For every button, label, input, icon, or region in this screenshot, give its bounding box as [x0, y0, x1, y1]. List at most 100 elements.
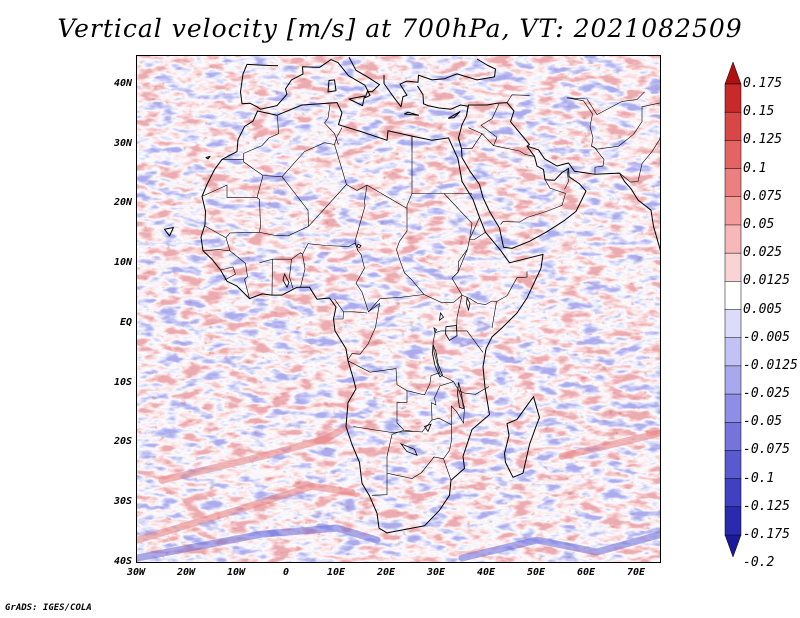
colorbar-swatch — [724, 393, 742, 423]
lon-label: 30E — [426, 567, 446, 578]
lon-label: 10E — [326, 567, 346, 578]
border-line — [308, 184, 347, 227]
colorbar-label: -0.1 — [743, 470, 775, 486]
colorbar-label: -0.025 — [743, 386, 790, 402]
island-coast — [348, 95, 365, 107]
lat-label: EQ — [119, 316, 132, 328]
colorbar-swatch — [724, 337, 742, 367]
lat-label: 30N — [113, 137, 132, 149]
colorbar-swatch — [724, 534, 742, 557]
border-line — [307, 242, 359, 251]
chart-title: Vertical velocity [m/s] at 700hPa, VT: 2… — [57, 14, 743, 43]
border-line — [347, 360, 414, 432]
lake-outline — [399, 442, 418, 456]
colorbar-label: -0.075 — [743, 442, 790, 458]
border-line — [543, 169, 546, 180]
colorbar-label: 0.005 — [743, 301, 783, 317]
colorbar-label: -0.2 — [743, 555, 775, 571]
border-line — [204, 225, 227, 238]
border-line — [412, 417, 452, 459]
balkan-coast — [383, 74, 433, 108]
colorbar-label: 0.05 — [743, 216, 775, 232]
lat-label: 30S — [113, 496, 132, 508]
country-borders — [201, 91, 660, 496]
colorbar-swatch — [724, 506, 742, 536]
border-line — [352, 426, 414, 433]
island-coast — [164, 227, 174, 237]
border-line — [406, 372, 455, 421]
border-line — [334, 299, 368, 314]
colorbar-label: 0.025 — [743, 245, 783, 261]
border-line — [458, 386, 490, 395]
colorbar-swatch — [724, 168, 742, 198]
island-coast — [404, 111, 419, 116]
colorbar-label: -0.05 — [743, 414, 783, 430]
colorbar — [724, 62, 742, 557]
colorbar-label: 0.15 — [743, 104, 775, 120]
lon-label: 70E — [626, 567, 646, 578]
border-line — [456, 330, 484, 353]
island-coast — [327, 79, 337, 93]
lat-label: 40S — [113, 556, 132, 567]
border-line — [496, 271, 528, 302]
colorbar-swatch — [724, 422, 742, 451]
lon-label: 50E — [526, 567, 546, 578]
border-line — [371, 456, 388, 496]
colorbar-swatch — [724, 224, 742, 254]
border-line — [259, 252, 303, 264]
lake-outline — [433, 326, 438, 334]
colorbar-swatch — [724, 140, 742, 170]
lat-label: 10N — [113, 257, 132, 269]
colorbar-swatch — [724, 450, 742, 480]
border-line — [451, 248, 468, 279]
iberia-coast — [240, 63, 278, 104]
border-line — [566, 91, 645, 115]
colorbar-label: 0.125 — [743, 132, 783, 148]
colorbar-swatch — [724, 111, 742, 141]
border-line — [396, 208, 455, 304]
lake-outline — [457, 382, 464, 410]
continent-outlines — [164, 56, 660, 534]
ocean-streak — [558, 429, 660, 460]
border-line — [256, 176, 309, 237]
lake-outline — [445, 325, 458, 342]
colorbar-swatch — [724, 281, 742, 311]
colorbar-label: -0.125 — [743, 498, 790, 514]
lon-label: 40E — [476, 567, 496, 578]
black-sea-coast — [431, 58, 496, 81]
island-coast — [205, 155, 211, 160]
colorbar-swatch — [724, 365, 742, 395]
border-line — [443, 193, 473, 303]
border-line — [271, 259, 273, 296]
colorbar-swatch — [724, 252, 742, 282]
border-line — [432, 332, 440, 373]
arabia-coast — [458, 102, 587, 249]
border-line — [347, 302, 380, 360]
colorbar-label: 0.175 — [743, 76, 783, 91]
border-line — [289, 259, 294, 289]
lat-label: 20S — [113, 436, 132, 448]
southern-ocean-bands — [137, 423, 660, 562]
lon-label: 0 — [282, 567, 290, 578]
border-line — [480, 103, 500, 146]
colorbar-label: 0.1 — [743, 160, 767, 176]
lake-outline — [282, 272, 290, 289]
border-line — [225, 232, 260, 299]
field-fine — [137, 56, 660, 562]
border-line — [201, 175, 264, 198]
border-line — [334, 127, 413, 209]
border-line — [334, 311, 344, 320]
border-line — [354, 185, 425, 313]
lake-outline — [466, 296, 471, 312]
lat-label: 40N — [113, 77, 132, 89]
colorbar-label: -0.0125 — [743, 357, 798, 373]
border-line — [500, 179, 566, 225]
border-line — [564, 169, 569, 190]
border-line — [300, 243, 309, 288]
colorbar-swatch — [724, 478, 742, 508]
border-line — [243, 115, 279, 160]
lat-label: 20N — [113, 197, 132, 209]
colorbar-label: -0.175 — [743, 527, 790, 542]
lon-label: 30W — [126, 567, 146, 578]
colorbar-label: -0.005 — [743, 329, 790, 345]
